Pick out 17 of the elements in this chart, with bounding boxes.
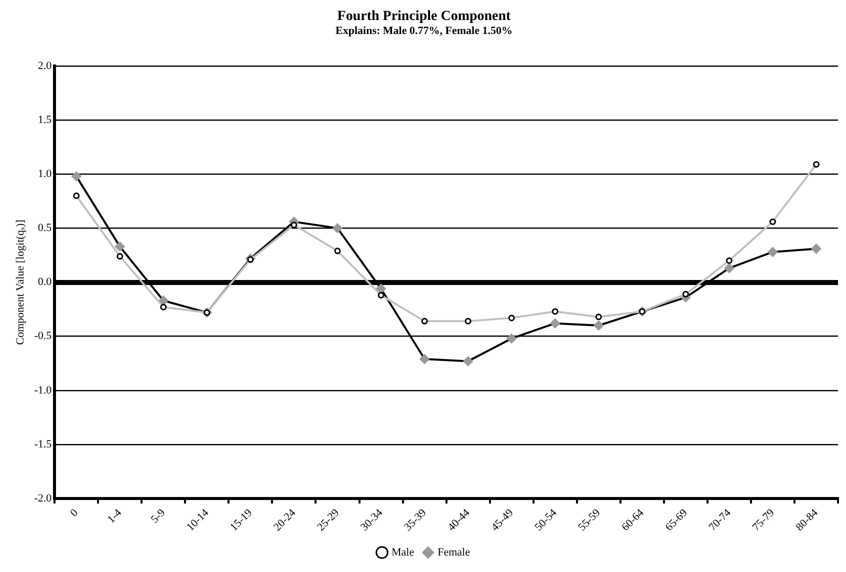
y-tick-label: -1.5 (34, 438, 52, 450)
y-tick-label: -2.0 (34, 492, 52, 504)
y-tick-label: 1.5 (38, 114, 52, 126)
x-tick-label: 5-9 (148, 506, 168, 526)
y-axis-title: Component Value [logit(qₓ)] (14, 220, 26, 345)
y-tick-label: 0.5 (38, 222, 52, 234)
chart-subtitle: Explains: Male 0.77%, Female 1.50% (336, 25, 512, 38)
chart-title: Fourth Principle Component (337, 9, 512, 24)
x-tick-label: 0 (68, 506, 81, 520)
y-tick-label: 0.0 (38, 276, 52, 288)
legend-label: Female (438, 546, 470, 558)
y-tick-label: -1.0 (34, 384, 52, 396)
y-tick-label: 2.0 (38, 60, 52, 72)
x-tick-label: 1-4 (105, 506, 124, 526)
y-tick-label: 1.0 (38, 168, 52, 180)
legend-label: Male (392, 546, 414, 558)
y-tick-label: -0.5 (34, 330, 52, 342)
